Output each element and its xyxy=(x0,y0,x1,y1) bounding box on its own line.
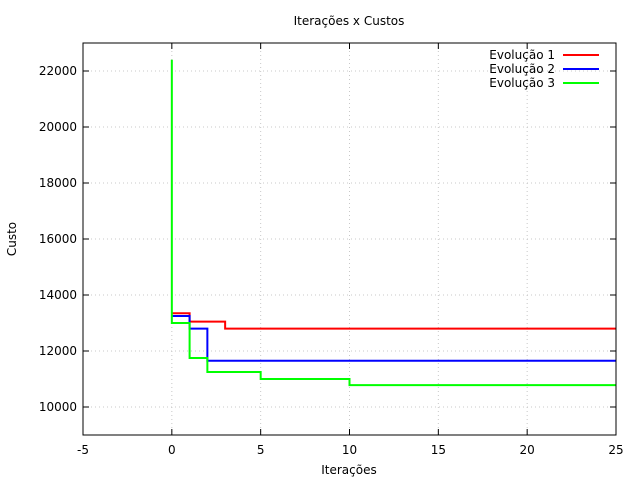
x-tick-label: 20 xyxy=(520,443,535,457)
x-tick-label: 5 xyxy=(257,443,265,457)
chart-title: Iterações x Custos xyxy=(294,14,405,28)
y-axis-label: Custo xyxy=(5,222,19,256)
x-tick-label: 15 xyxy=(431,443,446,457)
legend-label: Evolução 2 xyxy=(489,62,555,76)
plot-area xyxy=(170,59,616,387)
legend-label: Evolução 3 xyxy=(489,76,555,90)
series-line-3 xyxy=(170,59,616,387)
ticks: -5 0 5 10 15 20 25 10000 12000 14000 16000 18000 200… xyxy=(39,43,624,457)
y-tick-label: 18000 xyxy=(39,176,77,190)
legend-item: Evolução 2 xyxy=(489,62,599,76)
y-tick-label: 16000 xyxy=(39,232,77,246)
x-axis-label: Iterações xyxy=(321,463,377,477)
legend-label: Evolução 1 xyxy=(489,48,555,62)
y-tick-label: 10000 xyxy=(39,400,77,414)
legend-item: Evolução 3 xyxy=(489,76,599,90)
y-tick-label: 20000 xyxy=(39,120,77,134)
grid xyxy=(83,43,616,435)
x-tick-label: -5 xyxy=(77,443,89,457)
y-tick-label: 12000 xyxy=(39,344,77,358)
series-line-1 xyxy=(171,312,616,330)
x-tick-label: 25 xyxy=(608,443,623,457)
y-tick-label: 22000 xyxy=(39,64,77,78)
x-tick-label: 10 xyxy=(342,443,357,457)
series-line-2 xyxy=(171,315,616,362)
x-tick-label: 0 xyxy=(168,443,176,457)
y-tick-label: 14000 xyxy=(39,288,77,302)
legend-item: Evolução 1 xyxy=(489,48,599,62)
